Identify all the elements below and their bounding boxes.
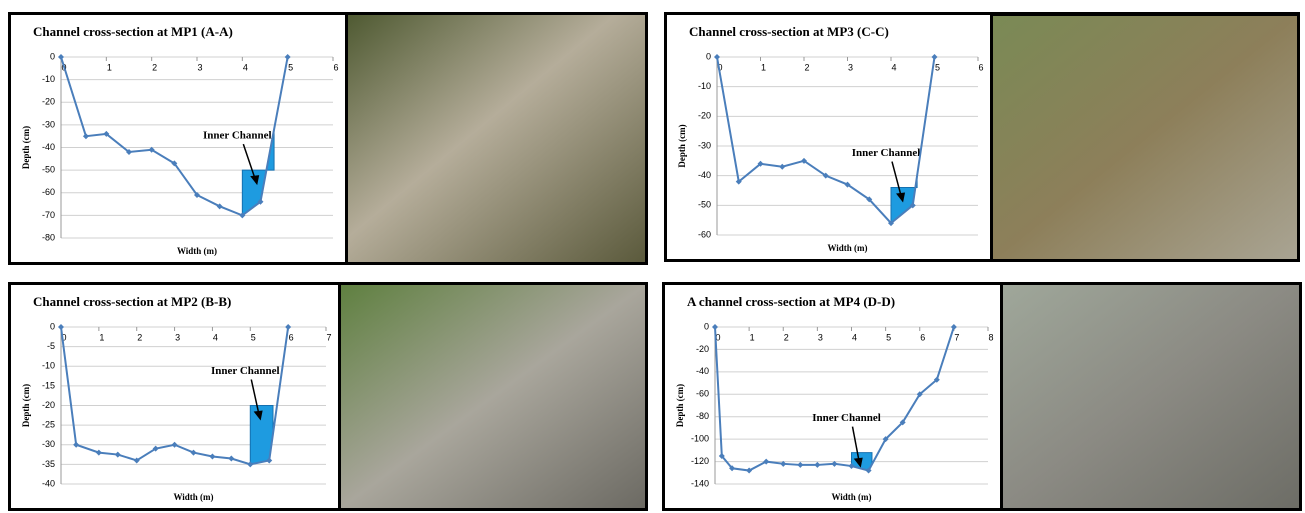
y-tick-label: -60 [698,229,711,239]
y-tick-label: 0 [50,51,55,61]
x-tick-label: 7 [326,332,331,342]
annotation: Inner Channel [211,365,280,377]
x-tick-label: 5 [935,62,940,72]
x-tick-label: 6 [333,62,338,72]
x-tick-label: 2 [784,332,789,342]
y-tick-label: -120 [691,456,709,466]
y-tick-label: 0 [706,51,711,61]
y-tick-label: -30 [42,439,55,449]
y-tick-label: -80 [42,232,55,242]
x-tick-label: 5 [288,62,293,72]
y-tick-label: 0 [704,321,709,331]
y-tick-label: -100 [691,434,709,444]
photo [1003,285,1299,508]
y-tick-label: -5 [47,341,55,351]
x-tick-label: 8 [988,332,993,342]
y-tick-label: 0 [50,321,55,331]
annotation: Inner Channel [203,130,272,142]
chart-title: Channel cross-section at MP1 (A-A) [33,24,233,39]
y-tick-label: -70 [42,210,55,220]
x-axis-label: Width (m) [177,246,217,256]
y-axis-label: Depth (cm) [677,124,687,167]
x-tick-label: 1 [761,62,766,72]
y-tick-label: -80 [696,411,709,421]
chart-title: Channel cross-section at MP3 (C-C) [689,24,889,39]
y-tick-label: -10 [42,361,55,371]
chart-title: Channel cross-section at MP2 (B-B) [33,294,231,309]
x-tick-label: 6 [920,332,925,342]
x-axis-label: Width (m) [173,492,213,502]
x-tick-label: 4 [243,62,248,72]
x-tick-label: 2 [804,62,809,72]
y-tick-label: -40 [698,170,711,180]
x-tick-label: 6 [289,332,294,342]
y-tick-label: -30 [42,119,55,129]
x-axis-label: Width (m) [831,492,871,502]
photo [993,16,1297,259]
y-tick-label: -40 [696,366,709,376]
photo [341,285,645,508]
figure: Channel cross-section at MP1 (A-A) Depth … [0,0,1305,513]
chart-title: A channel cross-section at MP4 (D-D) [687,294,895,309]
y-tick-label: -40 [42,478,55,488]
x-tick-label: 3 [848,62,853,72]
x-tick-label: 3 [197,62,202,72]
x-tick-label: 4 [852,332,857,342]
x-tick-label: 3 [818,332,823,342]
y-tick-label: -20 [42,400,55,410]
y-tick-label: -10 [698,81,711,91]
x-tick-label: 3 [175,332,180,342]
x-tick-label: 1 [99,332,104,342]
x-axis-label: Width (m) [827,243,867,253]
photo [348,15,645,262]
x-tick-label: 7 [954,332,959,342]
y-axis-label: Depth (cm) [21,126,31,169]
y-tick-label: -20 [42,97,55,107]
y-tick-label: -50 [42,165,55,175]
y-axis-label: Depth (cm) [21,384,31,427]
y-tick-label: -60 [42,187,55,197]
x-tick-label: 5 [886,332,891,342]
y-tick-label: -30 [698,140,711,150]
chart-area [11,285,338,508]
y-tick-label: -25 [42,420,55,430]
x-tick-label: 4 [213,332,218,342]
x-tick-label: 6 [978,62,983,72]
x-tick-label: 1 [107,62,112,72]
y-axis-label: Depth (cm) [675,384,685,427]
y-tick-label: -50 [698,200,711,210]
y-tick-label: -15 [42,380,55,390]
y-tick-label: -60 [696,389,709,399]
y-tick-label: -20 [698,111,711,121]
x-tick-label: 1 [750,332,755,342]
x-tick-label: 4 [891,62,896,72]
y-tick-label: -20 [696,344,709,354]
x-tick-label: 2 [152,62,157,72]
annotation: Inner Channel [852,147,921,159]
x-tick-label: 2 [137,332,142,342]
chart-area [667,15,990,259]
x-tick-label: 5 [251,332,256,342]
y-tick-label: -140 [691,478,709,488]
y-tick-label: -35 [42,459,55,469]
annotation: Inner Channel [812,412,881,424]
y-tick-label: -40 [42,142,55,152]
y-tick-label: -10 [42,74,55,84]
